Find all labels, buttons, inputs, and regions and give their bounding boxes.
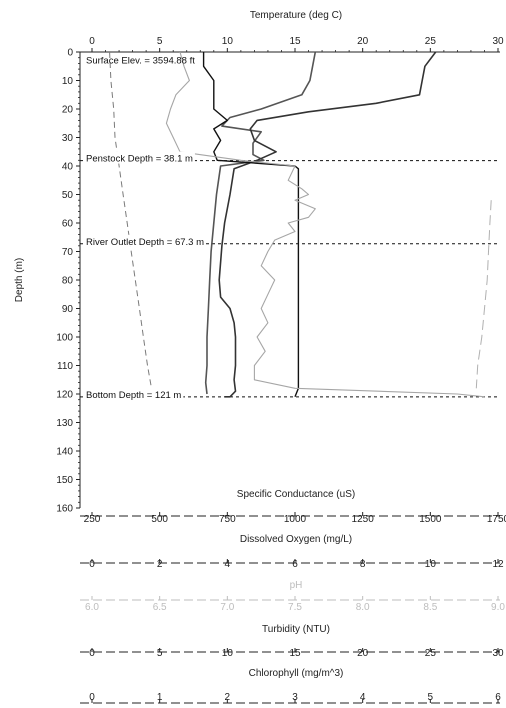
temperature-tick-label: 25 bbox=[425, 36, 437, 47]
oxygen-profile bbox=[202, 52, 300, 398]
temperature-tick-label: 10 bbox=[222, 36, 234, 47]
chlorophyll-tick-label: 2 bbox=[225, 692, 231, 703]
temperature-tick-label: 20 bbox=[357, 36, 369, 47]
ph-tick-label: 8.5 bbox=[423, 602, 437, 613]
temperature-tick-label: 15 bbox=[289, 36, 301, 47]
reference-label: River Outlet Depth = 67.3 m bbox=[86, 237, 204, 248]
conductance-tick-label: 500 bbox=[151, 514, 168, 525]
plot-frame bbox=[79, 51, 500, 508]
conductance-tick-label: 1500 bbox=[419, 514, 442, 525]
turbidity-tick-label: 10 bbox=[222, 648, 234, 659]
oxygen-tick-label: 2 bbox=[157, 559, 163, 570]
chlorophyll-axis-title: Chlorophyll (mg/m^3) bbox=[249, 668, 344, 679]
reference-label-bg bbox=[84, 387, 184, 400]
conductance-axis: Specific Conductance (uS) 250 500 750 1000 12… bbox=[80, 489, 506, 525]
y-tick-label: 20 bbox=[62, 105, 74, 116]
oxygen-axis-title: Dissolved Oxygen (mg/L) bbox=[240, 534, 352, 545]
conductance-tick-label: 1000 bbox=[284, 514, 307, 525]
series-layer bbox=[109, 51, 492, 398]
chlorophyll-axis: Chlorophyll (mg/m^3) 0 1 2 3 4 5 6 bbox=[80, 668, 501, 704]
temperature-profile bbox=[204, 51, 317, 395]
turbidity-tick-label: 0 bbox=[89, 648, 95, 659]
conductance-profile bbox=[218, 51, 437, 398]
oxygen-tick-label: 0 bbox=[89, 559, 95, 570]
y-tick-label: 0 bbox=[67, 48, 73, 59]
oxygen-tick-label: 4 bbox=[225, 559, 231, 570]
y-tick-label: 30 bbox=[62, 133, 74, 144]
ph-axis-title: pH bbox=[290, 580, 303, 591]
ph-tick-label: 6.0 bbox=[85, 602, 99, 613]
y-tick-label: 160 bbox=[56, 504, 73, 515]
chlorophyll-tick-label: 0 bbox=[89, 692, 95, 703]
y-tick-label: 130 bbox=[56, 418, 73, 429]
ph-tick-label: 7.5 bbox=[288, 602, 302, 613]
turbidity-tick-label: 5 bbox=[157, 648, 163, 659]
y-tick-label: 60 bbox=[62, 219, 74, 230]
y-tick-label: 80 bbox=[62, 276, 74, 287]
reference-label: Penstock Depth = 38.1 m bbox=[86, 154, 193, 165]
surface-elevation-label: Surface Elev. = 3594.88 ft bbox=[86, 56, 195, 67]
y-tick-label: 150 bbox=[56, 475, 73, 486]
turbidity-profile bbox=[109, 51, 152, 389]
oxygen-tick-label: 6 bbox=[292, 559, 298, 570]
oxygen-tick-label: 12 bbox=[492, 559, 504, 570]
turbidity-axis: Turbidity (NTU) 0 5 10 15 20 25 30 bbox=[80, 624, 504, 659]
conductance-tick-label: 250 bbox=[84, 514, 101, 525]
temperature-axis: 0 5 10 15 20 25 30 bbox=[89, 36, 504, 52]
ph-axis: pH 6.0 6.5 7.0 7.5 8.0 8.5 9.0 bbox=[80, 580, 505, 613]
turbidity-axis-title: Turbidity (NTU) bbox=[262, 624, 330, 635]
reference-label: Bottom Depth = 121 m bbox=[86, 390, 181, 401]
y-tick-label: 40 bbox=[62, 162, 74, 173]
y-axis-label: Depth (m) bbox=[14, 258, 25, 302]
conductance-tick-label: 1750 bbox=[487, 514, 506, 525]
temperature-tick-label: 5 bbox=[157, 36, 163, 47]
turbidity-tick-label: 30 bbox=[492, 648, 504, 659]
ph-tick-label: 9.0 bbox=[491, 602, 505, 613]
temperature-tick-label: 30 bbox=[492, 36, 504, 47]
y-tick-label: 10 bbox=[62, 76, 74, 87]
chlorophyll-tick-label: 1 bbox=[157, 692, 163, 703]
conductance-tick-label: 750 bbox=[219, 514, 236, 525]
y-tick-label: 90 bbox=[62, 304, 74, 315]
conductance-tick-label: 1250 bbox=[352, 514, 375, 525]
chlorophyll-tick-label: 4 bbox=[360, 692, 366, 703]
chart-title: Temperature (deg C) bbox=[250, 10, 342, 21]
y-tick-label: 140 bbox=[56, 447, 73, 458]
annotations: Penstock Depth = 38.1 m River Outlet Dept… bbox=[84, 56, 207, 401]
turbidity-tick-label: 15 bbox=[289, 648, 301, 659]
reference-lines bbox=[80, 160, 500, 398]
y-tick-label: 120 bbox=[56, 390, 73, 401]
reference-label-bg bbox=[84, 151, 195, 164]
temperature-tick-label: 0 bbox=[89, 36, 95, 47]
conductance-axis-title: Specific Conductance (uS) bbox=[237, 489, 355, 500]
oxygen-tick-label: 10 bbox=[425, 559, 437, 570]
y-tick-label: 50 bbox=[62, 190, 74, 201]
ph-profile bbox=[165, 51, 485, 398]
bottom-axes: Specific Conductance (uS)250 500 750 1000 12… bbox=[80, 489, 506, 704]
ph-tick-label: 7.0 bbox=[220, 602, 234, 613]
reference-label-bg bbox=[84, 234, 207, 247]
ph-tick-label: 8.0 bbox=[356, 602, 370, 613]
turbidity-tick-label: 20 bbox=[357, 648, 369, 659]
y-tick-label: 70 bbox=[62, 247, 74, 258]
depth-axis: 0 10 20 30 40 50 60 70 80 90 100 110 120 130 140 150 160 bbox=[56, 48, 80, 515]
chlorophyll-tick-label: 5 bbox=[428, 692, 434, 703]
oxygen-tick-label: 8 bbox=[360, 559, 366, 570]
ph-tick-label: 6.5 bbox=[153, 602, 167, 613]
y-tick-label: 100 bbox=[56, 333, 73, 344]
chlorophyll-tick-label: 3 bbox=[292, 692, 298, 703]
turbidity-profile bbox=[475, 200, 492, 389]
y-tick-label: 110 bbox=[57, 361, 73, 372]
chlorophyll-tick-label: 6 bbox=[495, 692, 501, 703]
turbidity-tick-label: 25 bbox=[425, 648, 437, 659]
oxygen-axis: Dissolved Oxygen (mg/L) 0 2 4 6 8 10 12 bbox=[80, 534, 504, 570]
